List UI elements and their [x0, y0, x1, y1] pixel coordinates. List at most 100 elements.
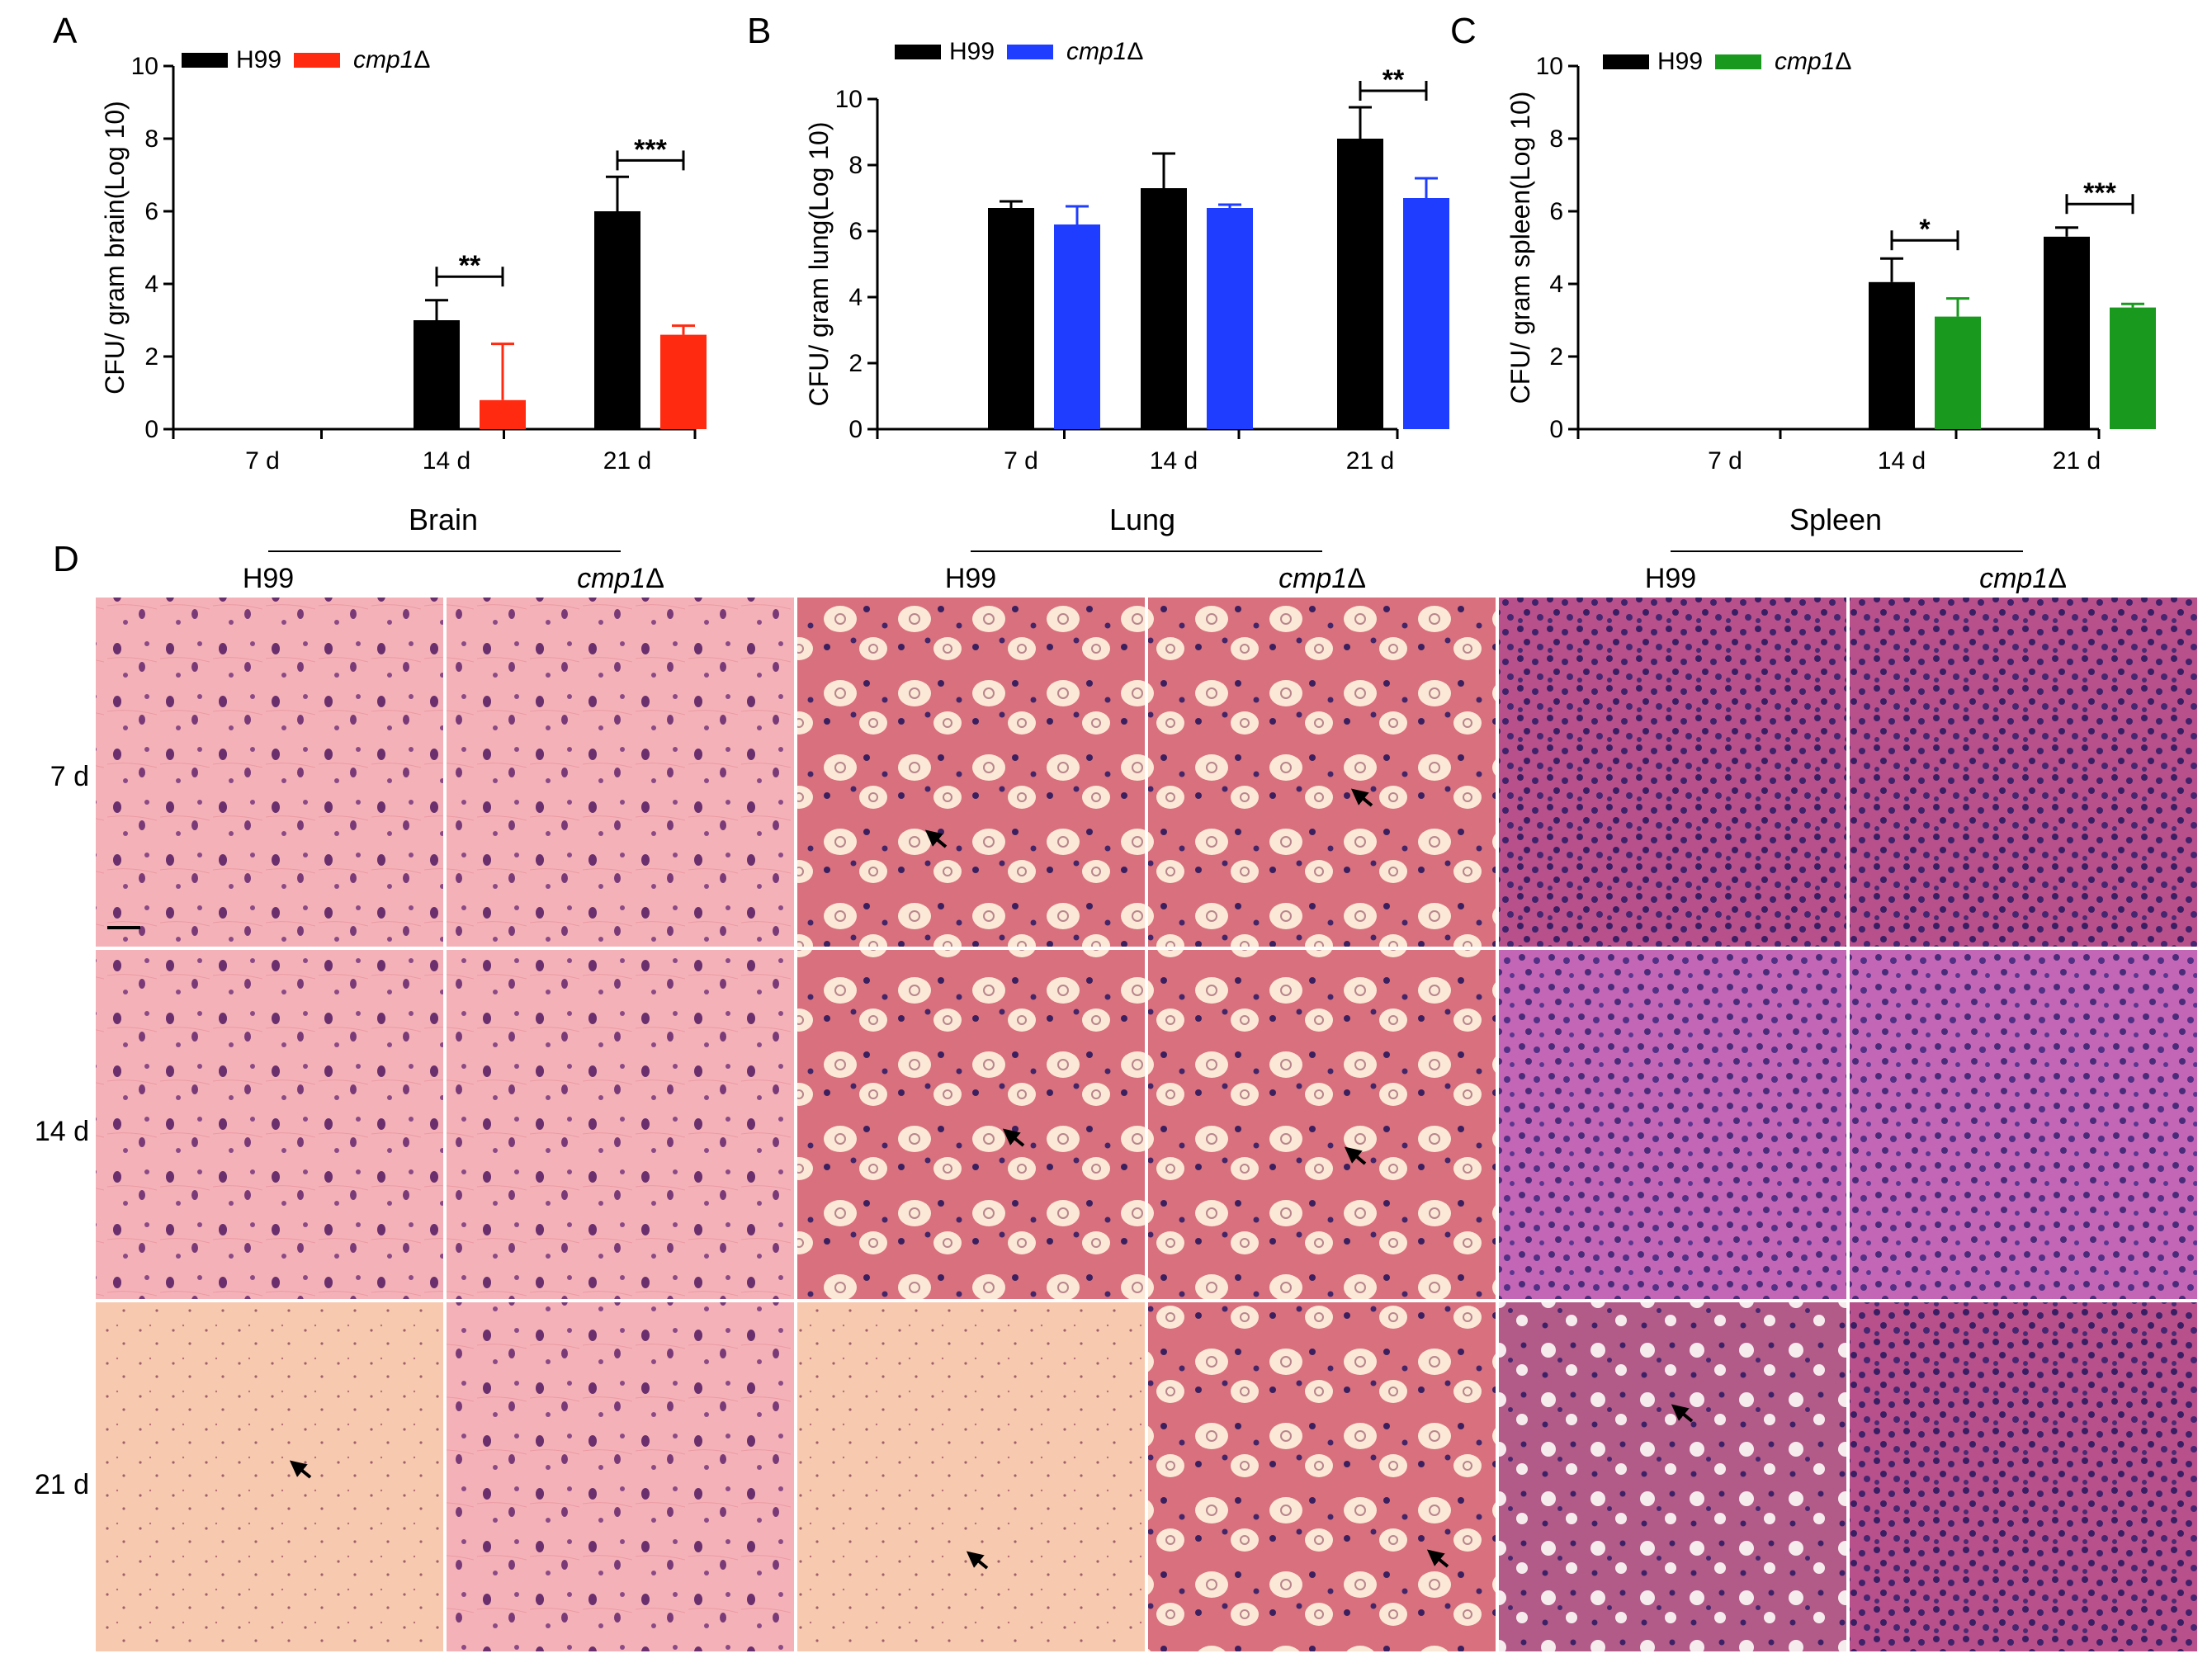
legend-swatch-cmp1-a	[294, 53, 340, 68]
y-axis-label-b: CFU/ gram lung(Log 10)	[804, 121, 834, 406]
bar-a-h99-2	[594, 211, 640, 429]
micrograph-lung-cmp1-7d	[1148, 598, 1496, 947]
y-axis-label-a: CFU/ gram brain(Log 10)	[100, 101, 130, 394]
histology-panel: Brain Lung Spleen H99 cmp1Δ H99 cmp1Δ H9…	[35, 503, 2197, 1651]
legend-swatch-h99-a	[182, 53, 228, 68]
micrograph-spleen-cmp1-14d	[1850, 950, 2197, 1299]
y-tick-label-c-2: 2	[1549, 343, 1563, 371]
organ-title-spleen: Spleen	[1789, 503, 1882, 536]
bar-b-cmp1-1	[1207, 208, 1253, 429]
organ-title-brain: Brain	[409, 503, 478, 536]
legend-swatch-cmp1-c	[1715, 54, 1761, 69]
sig-label-a-0: **	[459, 250, 481, 281]
bar-c-cmp1-1	[1935, 316, 1981, 429]
bar-b-cmp1-2	[1403, 198, 1449, 429]
arrow-spleen-h99-21d	[1671, 1404, 1694, 1423]
legend-swatch-h99-b	[895, 45, 941, 59]
bar-b-h99-0	[988, 208, 1034, 429]
micrograph-lung-h99-21d	[797, 1302, 1145, 1651]
bar-c-cmp1-2	[2110, 307, 2156, 429]
arrow-brain-h99-21d	[289, 1460, 312, 1479]
sig-label-a-1: ***	[634, 134, 667, 165]
micrograph-lung-cmp1-14d	[1148, 950, 1496, 1299]
bar-b-h99-2	[1337, 139, 1383, 429]
micrograph-brain-cmp1-21d	[447, 1302, 794, 1651]
x-tick-label-a-2: 21 d	[603, 447, 651, 475]
strain-spleen-h99: H99	[1645, 563, 1696, 594]
bar-c-h99-1	[1869, 281, 1915, 429]
panel-label-d: D	[53, 539, 79, 579]
x-tick-label-b-1: 14 d	[1150, 447, 1198, 475]
y-axis-label-c: CFU/ gram spleen(Log 10)	[1505, 92, 1535, 404]
micrograph-lung-cmp1-21d	[1148, 1302, 1496, 1651]
micrograph-spleen-cmp1-21d	[1850, 1302, 2197, 1651]
x-tick-label-c-1: 14 d	[1878, 447, 1926, 475]
arrow-lung-cmp1-14d	[1344, 1146, 1367, 1165]
legend-label-h99-b: H99	[949, 38, 995, 65]
y-tick-label-b-2: 2	[848, 350, 863, 377]
x-tick-label-b-2: 21 d	[1346, 447, 1394, 475]
row-label-21d: 21 d	[35, 1469, 89, 1500]
row-label-7d: 7 d	[50, 761, 89, 792]
panel-label-c: C	[1450, 11, 1477, 51]
strain-lung-h99: H99	[945, 563, 996, 594]
sig-label-b-0: **	[1382, 64, 1405, 96]
arrow-lung-h99-21d	[966, 1551, 989, 1570]
bar-a-cmp1-2	[660, 334, 707, 429]
y-tick-label-a-8: 8	[144, 125, 158, 153]
y-tick-label-c-0: 0	[1549, 416, 1563, 443]
micrograph-brain-h99-14d	[96, 950, 443, 1299]
row-label-14d: 14 d	[35, 1116, 89, 1147]
micrograph-spleen-cmp1-7d	[1850, 598, 2197, 947]
y-tick-label-b-6: 6	[848, 218, 863, 245]
micrograph-lung-h99-14d	[797, 950, 1145, 1299]
y-tick-label-b-4: 4	[848, 284, 863, 311]
legend-label-cmp1-a: cmp1Δ	[353, 46, 430, 73]
legend-swatch-h99-c	[1603, 54, 1649, 69]
bar-a-cmp1-1	[480, 399, 526, 429]
y-tick-label-a-10: 10	[131, 53, 158, 80]
legend-swatch-cmp1-b	[1007, 45, 1053, 59]
strain-brain-cmp1: cmp1Δ	[577, 563, 664, 594]
legend-label-h99-c: H99	[1657, 48, 1703, 75]
legend-label-cmp1-b: cmp1Δ	[1066, 38, 1143, 65]
organ-title-lung: Lung	[1109, 503, 1175, 536]
micrograph-spleen-h99-21d	[1499, 1302, 1846, 1651]
x-tick-label-c-0: 7 d	[1708, 447, 1742, 475]
micrograph-spleen-h99-14d	[1499, 950, 1846, 1299]
panel-label-a: A	[53, 11, 78, 51]
arrow-lung-cmp1-21d	[1426, 1549, 1449, 1568]
bar-c-h99-2	[2044, 236, 2090, 429]
legend-label-cmp1-c: cmp1Δ	[1775, 48, 1851, 75]
micrograph-lung-h99-7d	[797, 598, 1145, 947]
y-tick-label-c-10: 10	[1536, 53, 1563, 80]
micrograph-spleen-h99-7d	[1499, 598, 1846, 947]
bar-a-h99-1	[414, 320, 460, 429]
y-tick-label-a-0: 0	[144, 416, 158, 443]
y-tick-label-c-4: 4	[1549, 271, 1563, 298]
micrograph-brain-cmp1-14d	[447, 950, 794, 1299]
x-tick-label-a-1: 14 d	[423, 447, 470, 475]
bar-b-cmp1-0	[1054, 224, 1100, 429]
y-tick-label-b-0: 0	[848, 416, 863, 443]
y-tick-label-a-6: 6	[144, 198, 158, 225]
strain-spleen-cmp1: cmp1Δ	[1979, 563, 2067, 594]
arrow-lung-h99-14d	[1002, 1128, 1025, 1147]
x-tick-label-b-0: 7 d	[1004, 447, 1038, 475]
y-tick-label-b-8: 8	[848, 152, 863, 179]
micrograph-brain-cmp1-7d	[447, 598, 794, 947]
x-tick-label-a-0: 7 d	[245, 447, 280, 475]
y-tick-label-a-4: 4	[144, 271, 158, 298]
legend-label-h99-a: H99	[236, 46, 281, 73]
bar-b-h99-1	[1141, 188, 1187, 429]
arrow-lung-h99-7d	[924, 829, 948, 848]
x-tick-label-c-2: 21 d	[2053, 447, 2101, 475]
sig-label-c-0: *	[1919, 214, 1931, 245]
micrograph-brain-h99-7d	[96, 598, 443, 947]
y-tick-label-b-10: 10	[835, 86, 863, 113]
